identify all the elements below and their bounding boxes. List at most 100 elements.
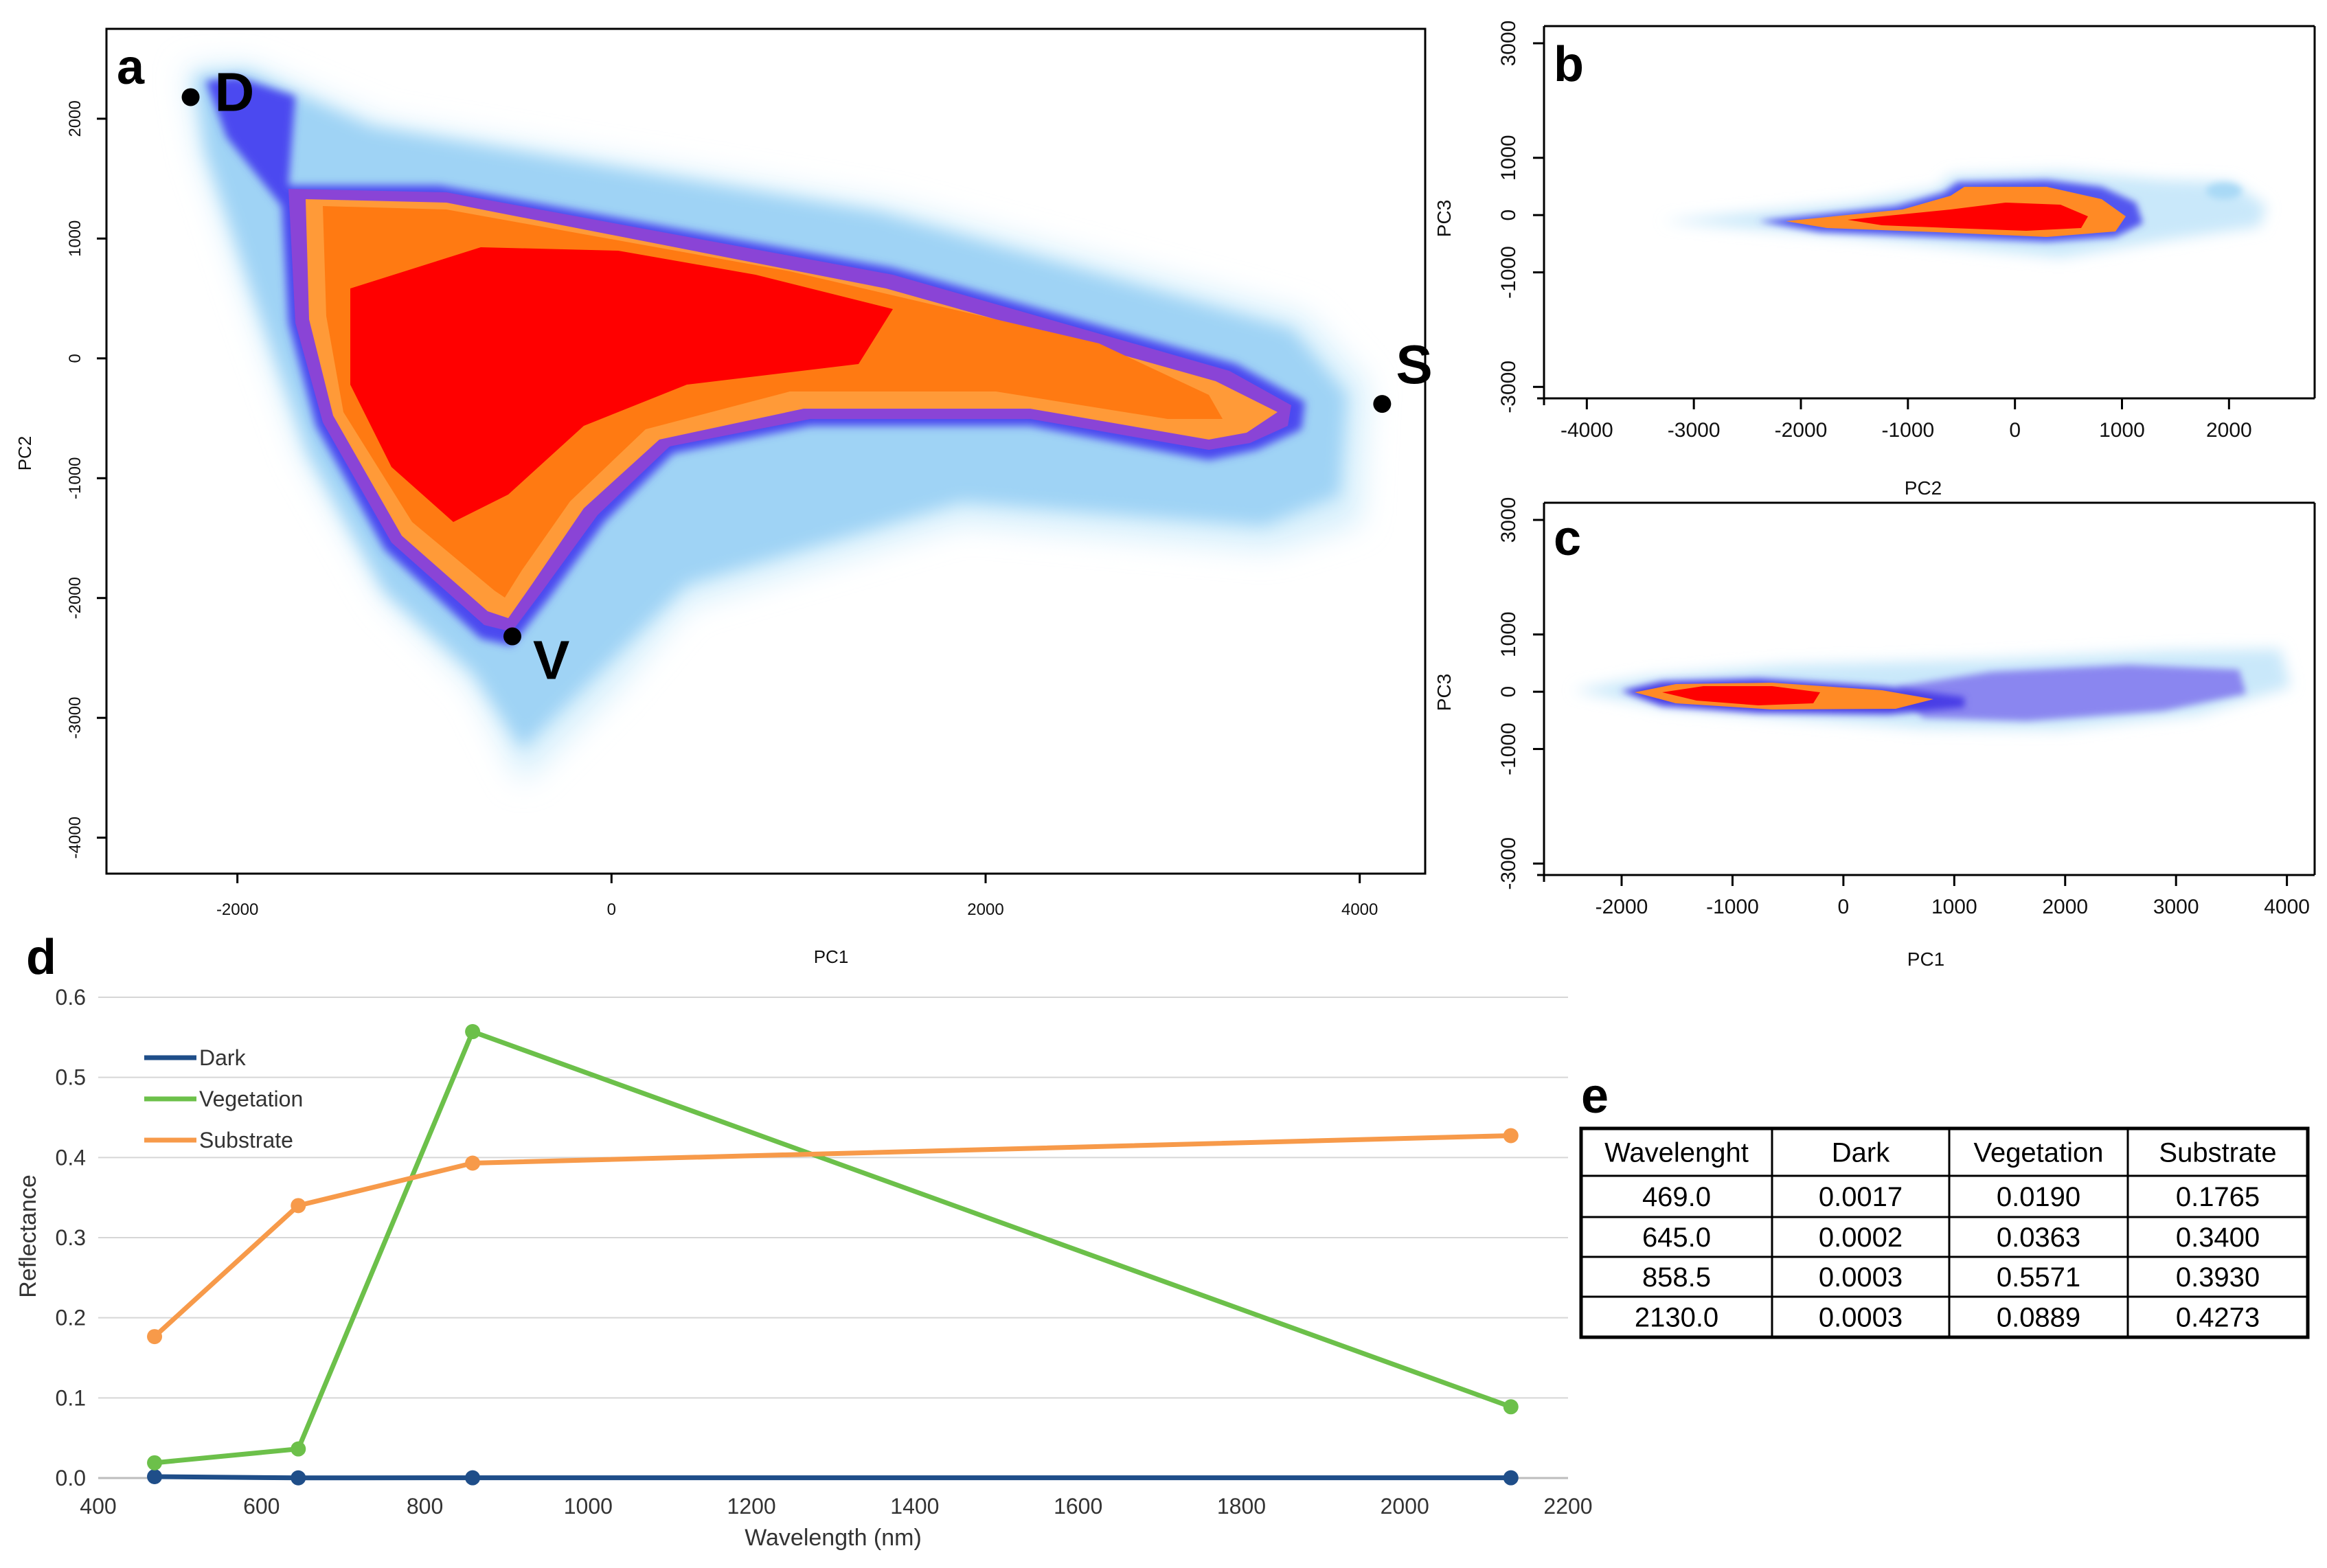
table-header-cell: Dark bbox=[1832, 1138, 1890, 1168]
panel-d-legend: Dark Vegetation Substrate bbox=[144, 1045, 303, 1152]
panel-d-y-axis: 0.0 0.1 0.2 0.3 0.4 0.5 0.6 bbox=[56, 985, 86, 1490]
table-cell: 0.3930 bbox=[2176, 1262, 2260, 1293]
panel-e-letter: e bbox=[1581, 1069, 1609, 1124]
x-tick-label: 0 bbox=[607, 900, 616, 919]
x-tick-label: 3000 bbox=[2153, 896, 2199, 918]
y-tick-label: -3000 bbox=[1497, 361, 1520, 413]
y-tick-label: 3000 bbox=[1497, 21, 1520, 67]
y-tick-label: -2000 bbox=[66, 577, 84, 619]
x-tick-label: 0 bbox=[2009, 419, 2021, 442]
x-tick-label: -2000 bbox=[216, 900, 258, 919]
data-point bbox=[147, 1469, 163, 1485]
x-tick-label: 1000 bbox=[2099, 419, 2145, 442]
x-tick-label: -2000 bbox=[1596, 896, 1648, 918]
endmember-label-s: S bbox=[1396, 334, 1432, 395]
data-point bbox=[147, 1329, 163, 1345]
panel-d-x-axis: 400 600 800 1000 1200 1400 1600 1800 2000 2200 bbox=[80, 1494, 1592, 1519]
x-tick-label: -3000 bbox=[1668, 419, 1721, 442]
endmember-point-d bbox=[181, 88, 200, 106]
data-point bbox=[1503, 1128, 1519, 1144]
y-tick-label: -3000 bbox=[1497, 837, 1520, 890]
table-cell: 2130.0 bbox=[1635, 1303, 1718, 1333]
x-tick-label: 400 bbox=[80, 1494, 116, 1519]
y-tick-label: -1000 bbox=[1497, 723, 1520, 775]
series-line bbox=[152, 1133, 1511, 1339]
panel-c-x-axis: -2000 -1000 0 1000 2000 3000 4000 bbox=[1596, 875, 2310, 918]
x-tick-label: 0 bbox=[1838, 896, 1850, 918]
endmember-label-d: D bbox=[215, 61, 255, 122]
panel-e: e Wavelenght Dark Vegetation Substrate 469.0… bbox=[1579, 1069, 2310, 1339]
data-point bbox=[147, 1455, 163, 1470]
x-tick-label: 2000 bbox=[2042, 896, 2088, 918]
table-row: 645.0 0.0002 0.0363 0.3400 bbox=[1642, 1223, 2260, 1253]
x-tick-label: 800 bbox=[407, 1494, 443, 1519]
y-tick-label: 0.4 bbox=[56, 1145, 86, 1170]
panel-c-letter: c bbox=[1554, 511, 1581, 566]
x-tick-label: -4000 bbox=[1560, 419, 1613, 442]
density-red bbox=[1848, 203, 2088, 231]
y-tick-label: 3000 bbox=[1497, 497, 1520, 543]
data-point bbox=[465, 1024, 481, 1040]
panel-b: -4000 -3000 -2000 -1000 0 1000 2000 300010000-… bbox=[1433, 21, 2316, 499]
panel-a-endmembers: D S V bbox=[181, 61, 1433, 691]
panel-c-density bbox=[1573, 649, 2291, 729]
legend-label-substrate: Substrate bbox=[199, 1128, 293, 1152]
y-tick-label: -1000 bbox=[66, 457, 84, 499]
y-tick-label: 1000 bbox=[66, 220, 84, 257]
endmember-label-v: V bbox=[533, 630, 569, 691]
x-tick-label: 1000 bbox=[564, 1494, 613, 1519]
y-tick-label: 0.5 bbox=[56, 1065, 86, 1090]
x-tick-label: 1200 bbox=[727, 1494, 776, 1519]
y-tick-label: 0.2 bbox=[56, 1306, 86, 1330]
panel-d-series bbox=[147, 1024, 1519, 1486]
data-point bbox=[291, 1198, 306, 1214]
y-tick-label: -4000 bbox=[66, 817, 84, 859]
panel-a-ylabel: PC2 bbox=[14, 436, 35, 471]
y-tick-label: 2000 bbox=[66, 100, 84, 137]
x-tick-label: 2000 bbox=[2206, 419, 2252, 442]
panel-d-xlabel: Wavelength (nm) bbox=[745, 1525, 922, 1551]
panel-b-xlabel: PC2 bbox=[1905, 477, 1942, 499]
panel-b-x-axis: -4000 -3000 -2000 -1000 0 1000 2000 bbox=[1560, 398, 2252, 442]
table-row: 858.5 0.0003 0.5571 0.3930 bbox=[1642, 1262, 2260, 1293]
y-tick-label: 0.1 bbox=[56, 1385, 86, 1410]
table-cell: 0.5571 bbox=[1997, 1262, 2080, 1293]
density-speck bbox=[2206, 183, 2242, 199]
x-tick-label: 4000 bbox=[1341, 900, 1378, 919]
panel-a-density bbox=[185, 65, 1367, 783]
table-header-cell: Vegetation bbox=[1973, 1138, 2103, 1168]
y-tick-label: 0 bbox=[66, 354, 84, 363]
panel-a-xlabel: PC1 bbox=[814, 946, 849, 967]
data-point bbox=[291, 1470, 306, 1486]
table-header-cell: Wavelenght bbox=[1604, 1138, 1749, 1168]
data-point bbox=[465, 1155, 481, 1171]
density-red bbox=[350, 247, 893, 522]
panel-b-letter: b bbox=[1554, 37, 1584, 92]
data-table: Wavelenght Dark Vegetation Substrate 469.0 0.… bbox=[1579, 1126, 2310, 1339]
y-tick-label: 1000 bbox=[1497, 611, 1520, 657]
x-tick-label: -2000 bbox=[1775, 419, 1828, 442]
density-red bbox=[1662, 686, 1820, 705]
panel-a-frame bbox=[105, 27, 1427, 875]
panel-a-letter: a bbox=[117, 40, 145, 95]
table-cell: 0.0003 bbox=[1819, 1303, 1903, 1333]
x-tick-label: 2000 bbox=[967, 900, 1003, 919]
table-cell: 469.0 bbox=[1642, 1182, 1711, 1212]
data-point bbox=[291, 1441, 306, 1457]
panel-d-ylabel: Reflectance bbox=[15, 1174, 41, 1298]
x-tick-label: 1800 bbox=[1217, 1494, 1266, 1519]
y-tick-label: -3000 bbox=[66, 696, 84, 738]
endmember-point-v bbox=[503, 627, 521, 646]
panel-c-xlabel: PC1 bbox=[1907, 948, 1944, 970]
endmember-point-s bbox=[1373, 395, 1392, 413]
x-tick-label: 1600 bbox=[1054, 1494, 1102, 1519]
series-vegetation bbox=[147, 1024, 1519, 1470]
table-cell: 0.3400 bbox=[2176, 1223, 2260, 1253]
table-cell: 0.0190 bbox=[1997, 1182, 2080, 1212]
legend-label-dark: Dark bbox=[199, 1045, 247, 1070]
series-line bbox=[154, 1029, 1512, 1466]
table-cell: 0.4273 bbox=[2176, 1303, 2260, 1333]
panel-d-letter: d bbox=[26, 930, 56, 985]
table-row: 2130.0 0.0003 0.0889 0.4273 bbox=[1635, 1303, 2260, 1333]
